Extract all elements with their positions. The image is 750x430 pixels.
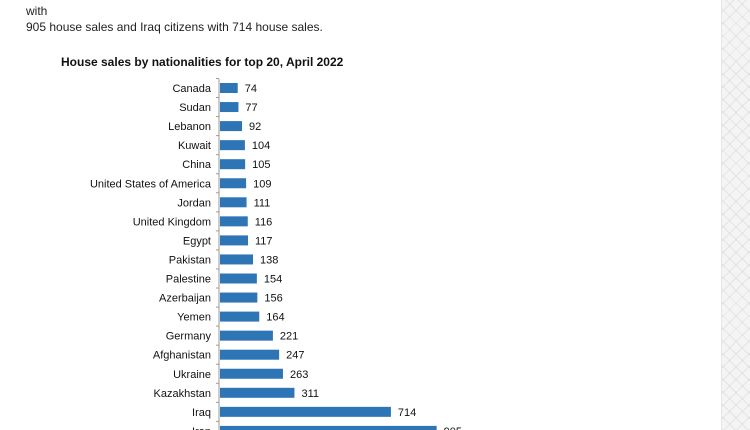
bar <box>220 121 243 132</box>
category-label: Egypt <box>183 235 211 247</box>
category-label: China <box>182 159 212 171</box>
value-label: 714 <box>398 407 416 419</box>
category-label: Jordan <box>177 197 211 209</box>
bar-chart: Canada 74 Sudan 77 Lebanon 92 Kuwait 104 China 10… <box>90 77 462 430</box>
value-label: 311 <box>301 388 319 400</box>
bar <box>220 349 280 360</box>
value-label: 156 <box>264 293 282 305</box>
value-label: 138 <box>260 254 278 266</box>
value-label: 117 <box>255 235 273 247</box>
value-label: 154 <box>264 274 282 286</box>
value-label: 111 <box>254 197 271 209</box>
value-label: 104 <box>252 140 270 152</box>
page: with 905 house sales and Iraq citizens w… <box>26 4 463 430</box>
value-label: 905 <box>444 426 462 430</box>
category-label: Palestine <box>166 274 211 286</box>
value-label: 109 <box>253 178 271 190</box>
category-label: United Kingdom <box>133 216 211 228</box>
bar <box>220 254 254 265</box>
decorative-side-pattern <box>721 0 750 430</box>
bar <box>220 140 245 151</box>
category-label: Iraq <box>192 407 211 419</box>
bar <box>220 330 273 341</box>
bar <box>220 197 247 208</box>
category-label: Yemen <box>177 312 211 324</box>
intro-line-2: with <box>26 4 48 18</box>
bar <box>220 406 391 417</box>
category-label: Ukraine <box>173 369 211 381</box>
category-label: Kuwait <box>178 140 211 152</box>
value-label: 247 <box>286 350 304 362</box>
bar <box>220 216 248 227</box>
bar <box>220 368 283 379</box>
bar <box>220 159 246 170</box>
category-label: Lebanon <box>168 121 211 133</box>
value-label: 164 <box>266 312 284 324</box>
category-label: Germany <box>166 331 212 343</box>
category-label: Afghanistan <box>153 350 211 362</box>
category-label: Sudan <box>179 102 211 114</box>
bar <box>220 425 437 430</box>
value-label: 221 <box>280 331 298 343</box>
value-label: 92 <box>249 121 261 133</box>
bar <box>220 178 247 189</box>
value-label: 116 <box>255 216 273 228</box>
value-label: 263 <box>290 369 308 381</box>
chart-title: House sales by nationalities for top 20,… <box>61 55 344 69</box>
value-label: 77 <box>245 102 257 114</box>
category-label: Pakistan <box>169 254 211 266</box>
value-label: 105 <box>252 159 270 171</box>
bar <box>220 102 239 113</box>
category-label: United States of America <box>90 178 212 190</box>
bar <box>220 273 257 284</box>
category-label: Iran <box>192 426 211 430</box>
category-label: Azerbaijan <box>159 293 211 305</box>
value-label: 74 <box>245 83 257 95</box>
bar <box>220 387 295 398</box>
category-label: Canada <box>172 83 211 95</box>
bar <box>220 292 258 303</box>
intro-line-3: 905 house sales and Iraq citizens with 7… <box>26 20 323 34</box>
category-label: Kazakhstan <box>154 388 211 400</box>
bar <box>220 235 249 246</box>
bar <box>220 83 238 93</box>
bar <box>220 311 260 322</box>
